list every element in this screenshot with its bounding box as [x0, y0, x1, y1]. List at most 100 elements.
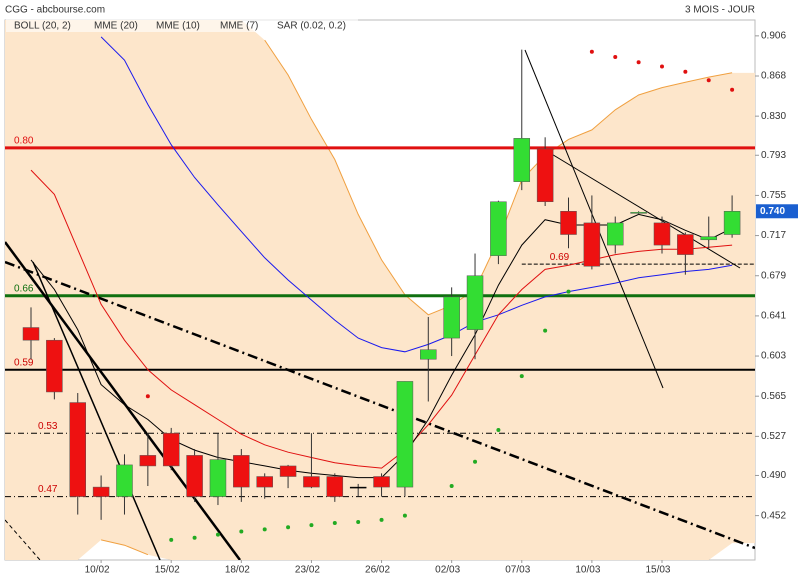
sar-dot [519, 374, 524, 379]
sar-dot [332, 521, 337, 526]
level-label: 0.66 [14, 283, 34, 294]
candle-body [349, 486, 367, 489]
sar-dot [659, 64, 664, 69]
candle-body [186, 455, 203, 497]
y-tick-label: 0.490 [761, 470, 786, 481]
candle-body [116, 464, 133, 497]
candle-body [700, 236, 717, 241]
candle-body [677, 234, 694, 255]
candle-body [490, 201, 507, 256]
legend-entry: BOLL (20, 2) [14, 21, 71, 32]
candle-body [420, 349, 437, 360]
chart-subtitle: 3 MOIS - JOUR [685, 5, 755, 16]
candle-body [373, 476, 390, 488]
sar-dot [215, 532, 220, 537]
candle-body [162, 432, 180, 467]
y-tick-label: 0.906 [761, 30, 786, 41]
candle-body [396, 381, 414, 488]
candle-body [326, 476, 344, 497]
legend-entry: SAR (0.02, 0.2) [277, 21, 346, 32]
sar-dot [730, 87, 735, 92]
y-tick-label: 0.641 [761, 311, 786, 322]
x-tick-label: 10/02 [85, 565, 110, 576]
candle-body [723, 211, 741, 235]
sar-dot [192, 535, 197, 540]
trend-line [5, 519, 41, 560]
candle-body [607, 222, 624, 246]
last-price-label: 0.740 [760, 206, 785, 217]
sar-dot [286, 525, 291, 530]
candle-body [653, 222, 671, 246]
trend-line [524, 49, 664, 389]
level-label: 0.69 [550, 252, 570, 263]
sar-dot [613, 54, 618, 59]
plot: 0.80 0.66 0.59 0.53 0.47 0.69 [5, 20, 755, 560]
candle-body [69, 402, 86, 497]
trend-line [5, 260, 755, 550]
sar-dot [543, 328, 548, 333]
candle-body [279, 465, 297, 477]
sar-dot [356, 519, 361, 524]
trend-line [5, 241, 242, 560]
candle-body [46, 339, 63, 393]
last-price-box [756, 204, 798, 219]
x-tick-label: 26/02 [365, 565, 390, 576]
y-tick-label: 0.755 [761, 190, 786, 201]
trend-line [544, 149, 741, 269]
sar-dot [309, 523, 314, 528]
sar-dot [449, 484, 454, 489]
x-tick-label: 15/02 [155, 565, 180, 576]
ma-line [100, 36, 733, 353]
level-label: 0.80 [14, 136, 34, 147]
level-label: 0.47 [38, 484, 58, 495]
candle-body [233, 455, 250, 488]
y-tick-label: 0.565 [761, 391, 786, 402]
sar-dot [589, 49, 594, 54]
candle-body [139, 455, 157, 467]
sar-dot [683, 69, 688, 74]
sar-dot [402, 513, 407, 518]
candle-body [303, 476, 320, 488]
x-tick-label: 02/03 [435, 565, 460, 576]
y-tick-label: 0.527 [761, 431, 786, 442]
sar-dot [636, 60, 641, 65]
legend-entry: MME (20) [94, 21, 138, 32]
candle-body [466, 275, 484, 330]
legend-entry: MME (10) [156, 21, 200, 32]
ma-line [30, 169, 733, 469]
candle-body [583, 222, 601, 267]
candle-body [22, 327, 40, 341]
sar-dot [706, 78, 711, 83]
sar-dot [169, 537, 174, 542]
candle-body [560, 211, 577, 235]
x-tick-label: 15/03 [645, 565, 670, 576]
candle-body [630, 212, 647, 214]
candle-body [92, 486, 110, 497]
y-tick-label: 0.717 [761, 230, 786, 241]
x-tick-label: 18/02 [225, 565, 250, 576]
legend-bg [6, 18, 358, 32]
x-tick-label: 07/03 [505, 565, 530, 576]
legend-entry: MME (7) [220, 21, 258, 32]
level-label: 0.59 [14, 357, 34, 368]
sar-dot [496, 428, 501, 433]
sar-dot [473, 459, 478, 464]
x-tick-label: 23/02 [295, 565, 320, 576]
candle-body [536, 148, 554, 203]
trend-line [32, 261, 161, 560]
x-tick-label: 10/03 [575, 565, 600, 576]
overlay: 0.906 0.868 0.830 0.793 0.755 0.717 0.679 0.641… [85, 30, 798, 576]
sar-dot [566, 289, 571, 294]
candle-body [443, 296, 460, 339]
sar-dot [379, 517, 384, 522]
candle-body [256, 476, 273, 488]
candle-body [513, 138, 531, 182]
sar-dot [239, 529, 244, 534]
y-tick-label: 0.868 [761, 71, 786, 82]
level-label: 0.53 [38, 421, 58, 432]
y-tick-label: 0.679 [761, 270, 786, 281]
y-tick-label: 0.603 [761, 351, 786, 362]
y-tick-label: 0.793 [761, 150, 786, 161]
candle-body [209, 459, 227, 497]
